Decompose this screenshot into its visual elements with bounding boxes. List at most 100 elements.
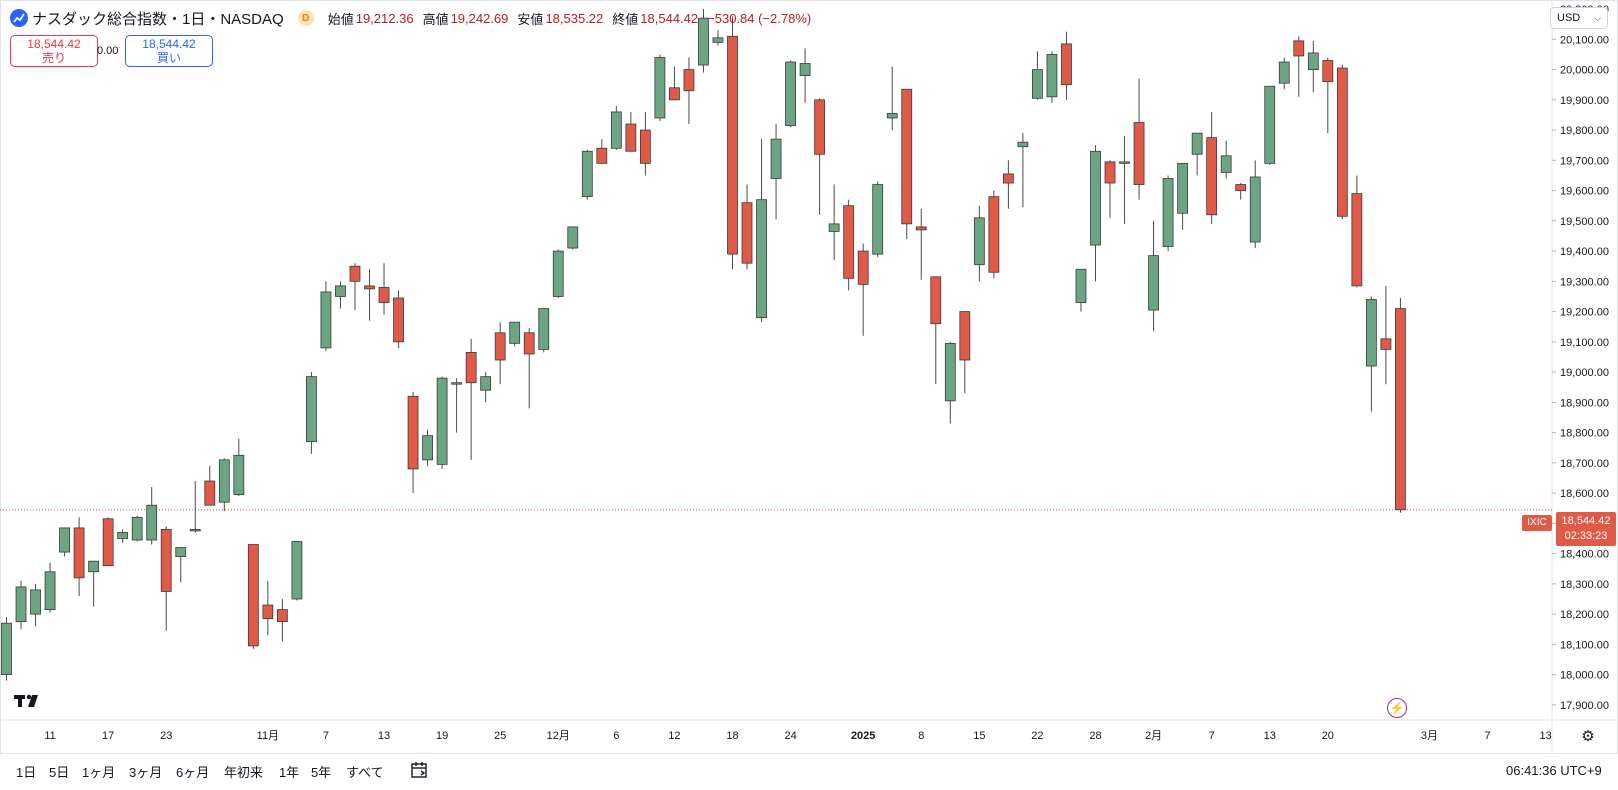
chart-line-icon <box>10 9 28 27</box>
low-label: 安値 <box>517 11 544 27</box>
y-tick-label: 19,200.00 <box>1560 307 1609 319</box>
range-button-5y[interactable]: 5年 <box>311 765 332 780</box>
candle-up <box>567 226 579 249</box>
y-tick-label: 20,000.00 <box>1560 65 1609 77</box>
x-tick-label: 13 <box>1264 730 1276 742</box>
candle-up <box>175 547 187 558</box>
sell-button[interactable]: 18,544.42 売り <box>10 35 98 67</box>
candle-up <box>117 532 129 539</box>
last-price-tag: 18,544.42 02:33:23 <box>1556 512 1616 546</box>
buy-button[interactable]: 18,544.42 買い <box>125 35 213 67</box>
range-button-1m[interactable]: 1ヶ月 <box>82 765 116 780</box>
candle-up <box>44 571 56 610</box>
candle-down <box>596 147 608 164</box>
lightning-icon[interactable]: ⚡ <box>1387 698 1407 718</box>
candle-up <box>1249 176 1261 243</box>
candle-up <box>59 527 70 553</box>
candle-down <box>523 332 535 355</box>
candle-up <box>872 184 884 255</box>
close-value: 18,544.42 <box>640 10 699 26</box>
y-tick-label: 17,900.00 <box>1560 700 1609 712</box>
interval-badge[interactable]: D <box>297 10 314 26</box>
candle-up <box>886 113 898 119</box>
y-tick-label: 18,300.00 <box>1560 579 1609 591</box>
candle-down <box>1002 173 1014 184</box>
candle-down <box>857 250 869 285</box>
clock-timezone[interactable]: 06:41:36 UTC+9 <box>1506 763 1602 778</box>
x-tick-label: 17 <box>102 730 114 742</box>
x-tick-label: 19 <box>436 730 448 742</box>
symbol-legend: ナスダック総合指数・1日・NASDAQ D 始値 19,212.36 高値 19… <box>10 7 820 29</box>
price-chart[interactable]: 17,900.00 18,000.00 18,100.00 18,200.00 18,3… <box>0 0 1618 753</box>
candle-down <box>204 480 216 506</box>
x-tick-label: 20 <box>1322 730 1334 742</box>
range-button-1y[interactable]: 1年 <box>279 765 300 780</box>
open-value: 19,212.36 <box>355 10 414 26</box>
candle-up <box>480 376 492 391</box>
candle-down <box>741 202 753 264</box>
candle-down <box>930 276 942 325</box>
candle-up <box>30 589 41 615</box>
candle-down <box>1336 67 1348 217</box>
candle-down <box>988 196 1000 273</box>
candle-up <box>1017 141 1029 148</box>
candle-up <box>1177 162 1189 214</box>
x-tick-label: 12 <box>668 730 680 742</box>
range-button-5d[interactable]: 5日 <box>49 765 70 780</box>
x-tick-label: 23 <box>160 730 172 742</box>
candle-up <box>1264 85 1276 164</box>
symbol-title[interactable]: ナスダック総合指数・1日・NASDAQ <box>32 10 284 28</box>
candle-down <box>160 529 172 592</box>
candle-up <box>1148 255 1159 311</box>
x-tick-label: 3月 <box>1421 730 1438 742</box>
candle-down <box>1395 308 1406 511</box>
candle-up <box>944 342 956 402</box>
candle-up <box>756 199 767 319</box>
range-button-3m[interactable]: 3ヶ月 <box>129 765 163 780</box>
candle-up <box>189 529 201 532</box>
chevron-down-icon: ⌵ <box>1594 12 1601 23</box>
candle-up <box>335 285 346 297</box>
x-tick-label: 7 <box>1484 730 1490 742</box>
x-tick-label: 22 <box>1031 730 1043 742</box>
buy-price: 18,544.42 <box>142 37 196 51</box>
candle-down <box>843 205 855 279</box>
y-tick-label: 19,100.00 <box>1560 337 1609 349</box>
range-button-6m[interactable]: 6ヶ月 <box>176 765 210 780</box>
tradingview-logo[interactable] <box>14 693 44 714</box>
y-tick-label: 18,000.00 <box>1560 670 1609 682</box>
candle-up <box>233 454 245 496</box>
candle-down <box>73 527 85 579</box>
candle-down <box>247 544 259 647</box>
candle-down <box>915 226 927 231</box>
candle-down <box>727 35 738 255</box>
low-value: 18,535.22 <box>545 10 604 26</box>
y-tick-label: 18,100.00 <box>1560 639 1609 651</box>
candle-up <box>712 37 724 43</box>
candle-down <box>1104 161 1116 184</box>
range-button-1d[interactable]: 1日 <box>16 765 37 780</box>
range-button-all[interactable]: すべて <box>346 765 384 780</box>
candle-down <box>959 311 971 361</box>
y-tick-label: 19,900.00 <box>1560 95 1609 107</box>
x-tick-label: 11 <box>44 730 55 742</box>
candle-down <box>1351 193 1363 287</box>
y-tick-label: 19,600.00 <box>1560 186 1609 198</box>
candle-up <box>218 459 230 503</box>
candle-down <box>814 99 826 155</box>
gear-icon[interactable]: ⚙ <box>1581 728 1595 745</box>
candle-up <box>1365 299 1377 367</box>
currency-selector[interactable]: USD ⌵ <box>1550 7 1608 29</box>
candle-down <box>1293 40 1305 57</box>
candle-up <box>1162 178 1174 247</box>
spread-value: 0.00 <box>97 45 119 57</box>
range-button-ytd[interactable]: 年初来 <box>224 765 264 780</box>
y-tick-label: 19,400.00 <box>1560 246 1609 258</box>
candle-down <box>1061 43 1072 86</box>
candle-down <box>901 88 913 225</box>
candle-up <box>1032 69 1043 99</box>
calendar-goto-icon[interactable] <box>410 760 430 780</box>
candle-down <box>1380 338 1392 350</box>
candle-down <box>669 87 680 101</box>
symbol-price-tag: IXIC <box>1522 515 1552 531</box>
